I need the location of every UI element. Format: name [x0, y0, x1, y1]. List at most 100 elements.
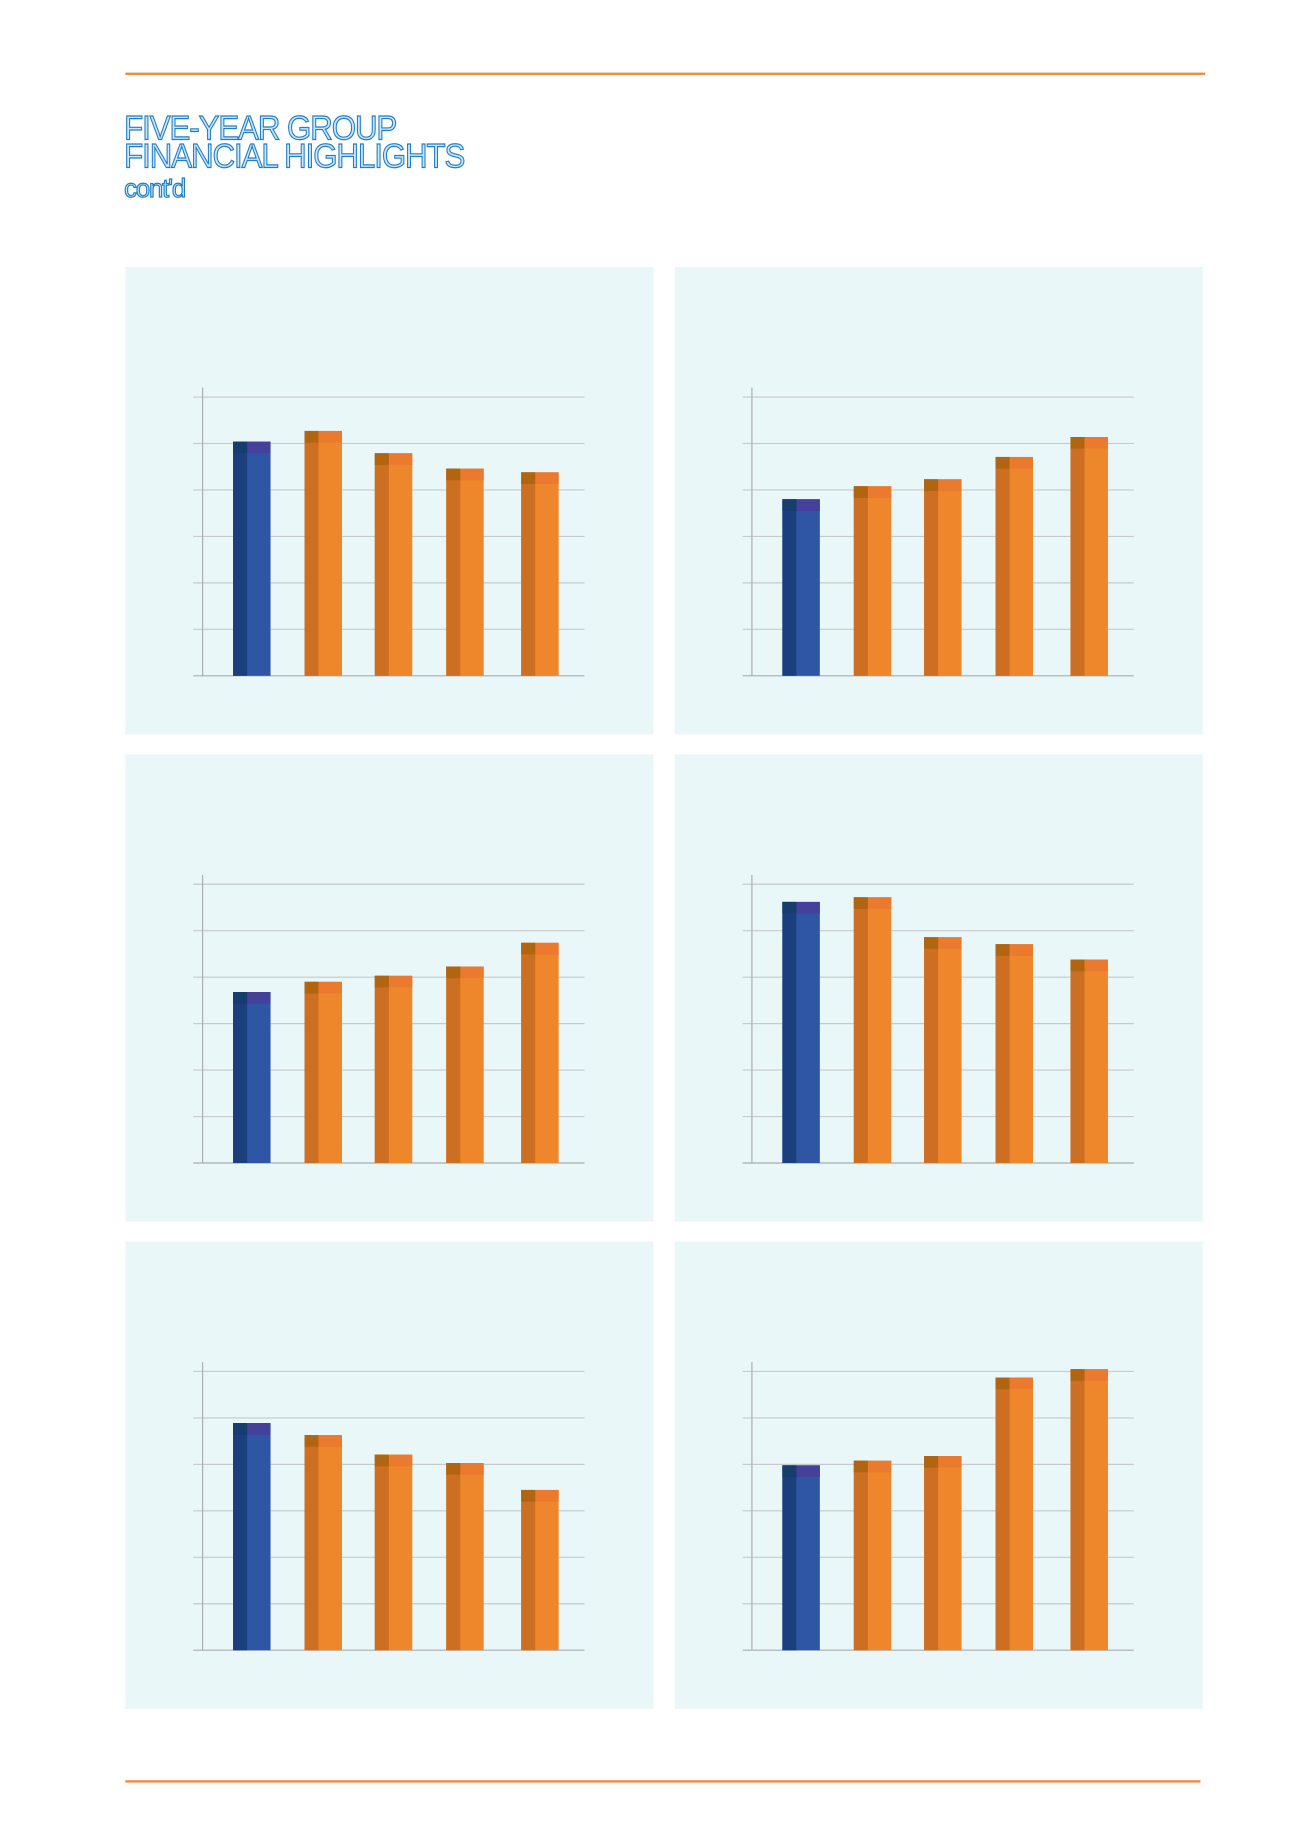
bar [233, 992, 271, 1164]
bar-cap [318, 1435, 342, 1447]
bar-shade [924, 1456, 939, 1651]
bar-chart [742, 387, 1134, 677]
bar [782, 901, 820, 1164]
bar [521, 1489, 559, 1651]
bar-cap-shade [374, 453, 389, 465]
bar [304, 1435, 342, 1651]
bar-shade [853, 897, 868, 1164]
bar-cap-shade [782, 1465, 797, 1478]
bar-cap [1009, 456, 1033, 469]
bar-cap-shade [995, 944, 1010, 956]
bar [1070, 436, 1108, 676]
bar [446, 468, 484, 676]
bar-shade [521, 942, 536, 1164]
bar-cap-shade [374, 975, 389, 988]
bar [995, 944, 1033, 1164]
bar-cap-shade [233, 1423, 248, 1435]
bar-shade [1070, 959, 1085, 1164]
bar-shade [304, 430, 319, 676]
bar [521, 472, 559, 676]
bar-chart [742, 1362, 1134, 1651]
bar-shade [446, 966, 461, 1164]
page-subtitle: cont'd [124, 173, 187, 203]
bar [995, 1377, 1033, 1651]
bar-shade [782, 499, 797, 676]
bar-cap [938, 1456, 962, 1468]
bar-shade [304, 1435, 319, 1651]
bar-cap [247, 441, 271, 454]
bar-shade [853, 1460, 868, 1651]
bar-cap-shade [924, 1456, 939, 1468]
bar-shade [782, 1465, 797, 1651]
bar [233, 441, 271, 676]
bar [374, 975, 413, 1164]
bar [924, 1456, 962, 1651]
bar-shade [1070, 1369, 1085, 1651]
bar-cap-shade [233, 992, 248, 1004]
bar-cap-shade [446, 966, 461, 979]
bar-cap-shade [304, 981, 319, 994]
page-title-line2: FINANCIAL HIGHLIGHTS [124, 138, 466, 176]
bar-cap-shade [853, 486, 868, 498]
bar-cap [938, 479, 962, 491]
bar-shade [446, 1462, 461, 1651]
bar-cap-shade [374, 1454, 389, 1467]
bar-cap-shade [521, 1489, 536, 1502]
bar-shade [995, 456, 1010, 676]
bar-cap-shade [521, 472, 536, 485]
bar-cap-shade [446, 1462, 461, 1475]
bar [853, 1460, 892, 1651]
bottom-rule [125, 1780, 1201, 1783]
bar-shade [233, 992, 248, 1164]
chart-panel-2 [674, 267, 1203, 735]
bar-cap-shade [521, 942, 536, 955]
bar [1070, 959, 1108, 1164]
bar-chart [193, 1362, 585, 1651]
page-title-line1: FIVE-YEAR GROUP [124, 110, 398, 148]
bar-cap [388, 453, 413, 465]
bar [304, 981, 342, 1164]
bar-cap-shade [233, 441, 248, 454]
bar-cap [388, 1454, 413, 1467]
bar [853, 897, 892, 1164]
bar-cap [535, 472, 559, 485]
bar-shade [924, 479, 939, 676]
bar-cap-shade [782, 901, 797, 914]
bar-cap [1084, 959, 1108, 972]
bar-cap [388, 975, 413, 988]
chart-panel-4 [674, 754, 1203, 1222]
bar [782, 1465, 820, 1651]
bar-shade [521, 1489, 536, 1651]
bar-shade [1070, 436, 1085, 676]
bar [304, 430, 342, 676]
bar-shade [374, 453, 389, 676]
bar [374, 453, 413, 676]
bar-shade [446, 468, 461, 676]
bar-shade [995, 1377, 1010, 1651]
bar-cap [1009, 944, 1033, 956]
bar-chart [193, 874, 585, 1164]
bar-shade [374, 1454, 389, 1651]
bar-cap-shade [1070, 1369, 1085, 1381]
bar-cap-shade [1070, 959, 1085, 972]
bar-cap [318, 430, 342, 443]
bar-cap-shade [304, 1435, 319, 1447]
bar-cap [247, 1423, 271, 1435]
bar [995, 456, 1033, 676]
bar [782, 499, 820, 676]
top-rule [125, 72, 1206, 75]
bar-shade [233, 441, 248, 676]
bar [853, 486, 892, 676]
bar-cap-shade [782, 499, 797, 511]
bar-cap-shade [995, 1377, 1010, 1390]
bar-cap [938, 937, 962, 949]
bar-shade [374, 975, 389, 1164]
bar [446, 966, 484, 1164]
bar-cap [460, 1462, 484, 1475]
chart-panel-1 [125, 267, 654, 735]
bar [1070, 1369, 1108, 1651]
bar-cap [460, 468, 484, 481]
bar-cap [535, 942, 559, 955]
bar-cap [318, 981, 342, 994]
